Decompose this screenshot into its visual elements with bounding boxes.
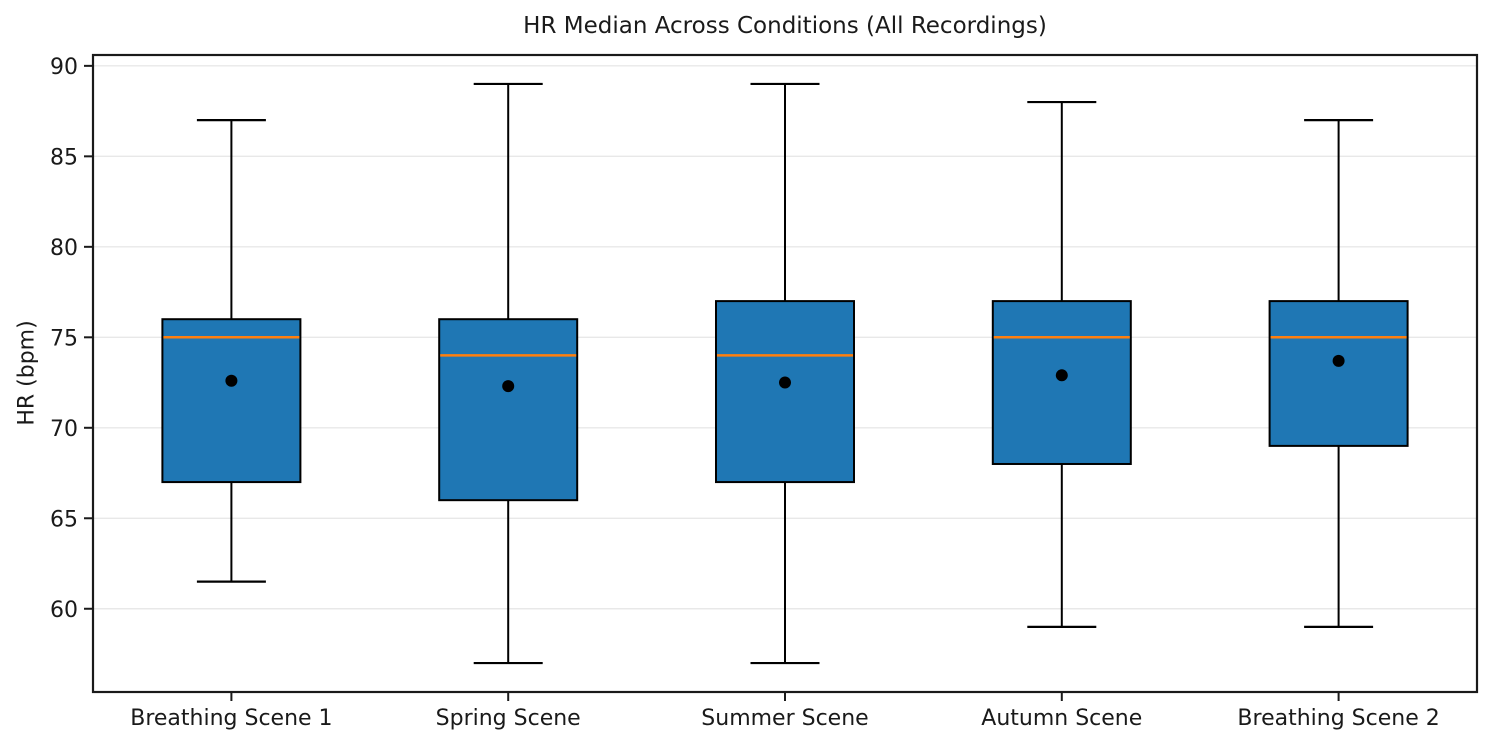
iqr-box [1268,300,1409,447]
mean-marker [779,376,791,389]
x-tick-label-summer-scene: Summer Scene [701,706,868,731]
iqr-box [438,318,579,502]
x-tick-label-breathing-scene-1: Breathing Scene 1 [130,706,332,731]
x-tick-label-autumn-scene: Autumn Scene [981,706,1142,731]
y-tick-label: 65 [50,507,78,532]
chart-title: HR Median Across Conditions (All Recordi… [523,13,1047,39]
mean-marker [1332,354,1345,367]
y-tick-label: 60 [50,598,78,623]
iqr-box [715,300,855,484]
y-tick-label: 90 [50,55,78,80]
y-tick-label: 85 [50,145,78,170]
iqr-box [991,300,1132,465]
mean-marker [1055,369,1068,382]
y-tick-label: 80 [50,236,78,261]
mean-marker [502,380,515,393]
x-tick-label-breathing-scene-2: Breathing Scene 2 [1237,706,1439,731]
x-tick-label-spring-scene: Spring Scene [436,706,581,731]
boxplot-autumn-scene [991,100,1132,628]
mean-marker [225,374,238,387]
boxplot-summer-scene [715,82,855,665]
y-tick-label: 75 [50,326,78,351]
boxplot-breathing-scene-2 [1268,119,1409,628]
y-tick-label: 70 [50,417,78,442]
iqr-box [161,318,302,484]
boxplot-spring-scene [438,82,579,665]
boxplot-breathing-scene-1 [161,119,302,583]
